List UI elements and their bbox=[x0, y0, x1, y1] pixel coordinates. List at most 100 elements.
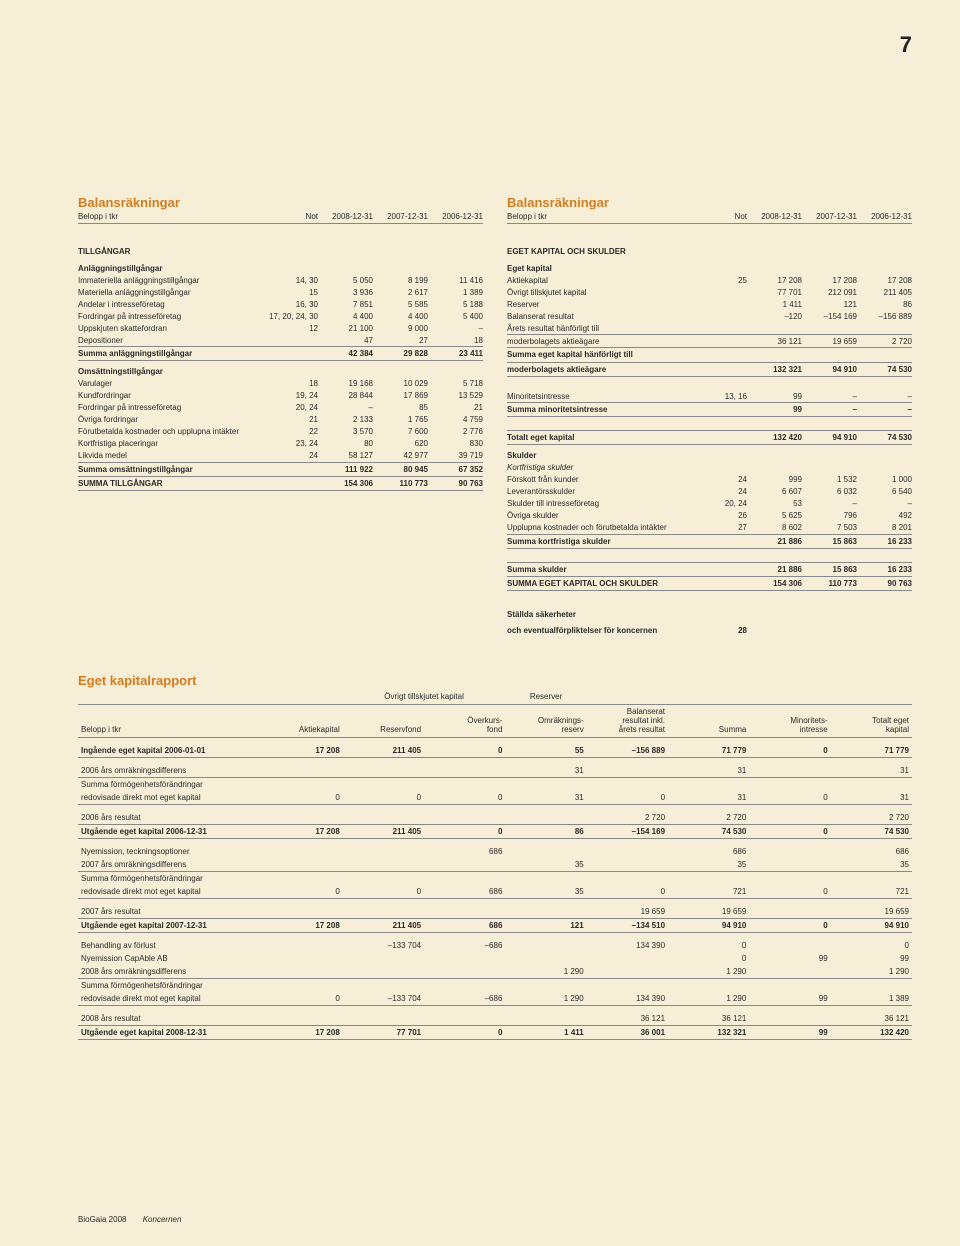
row-value bbox=[747, 322, 802, 335]
row-value: 0 bbox=[261, 992, 342, 1006]
row-value: – bbox=[802, 403, 857, 417]
section-heading: EGET KAPITAL OCH SKULDER bbox=[507, 241, 912, 258]
row-value: 74 530 bbox=[668, 824, 749, 838]
row-value: 39 719 bbox=[428, 450, 483, 463]
row-label: Behandling av förlust bbox=[78, 932, 261, 952]
row-value: 6 540 bbox=[857, 486, 912, 498]
hdr-not: Not bbox=[692, 212, 747, 221]
row-label: SUMMA EGET KAPITAL OCH SKULDER bbox=[507, 576, 692, 590]
row-value bbox=[424, 965, 505, 979]
row-value: –686 bbox=[424, 992, 505, 1006]
row-value: 99 bbox=[831, 952, 912, 965]
table-row: Nyemission CapAble AB09999 bbox=[78, 952, 912, 965]
row-value: 2 133 bbox=[318, 414, 373, 426]
row-value: 36 001 bbox=[587, 1025, 668, 1039]
row-value bbox=[424, 1005, 505, 1025]
row-value bbox=[261, 932, 342, 952]
row-value: 17 208 bbox=[857, 274, 912, 286]
row-value: 686 bbox=[424, 885, 505, 899]
row-label: 2008 års resultat bbox=[78, 1005, 261, 1025]
row-note bbox=[692, 310, 747, 322]
row-label: Övrigt tillskjutet kapital bbox=[507, 286, 692, 298]
left-header: Belopp i tkr Not 2008-12-31 2007-12-31 2… bbox=[78, 212, 483, 224]
row-value: 721 bbox=[668, 885, 749, 899]
section-heading: och eventualförpliktelser för koncernen2… bbox=[507, 620, 912, 637]
row-value: 35 bbox=[505, 885, 586, 899]
row-value: 10 029 bbox=[373, 378, 428, 390]
heading-label: EGET KAPITAL OCH SKULDER bbox=[507, 241, 912, 258]
row-value bbox=[587, 965, 668, 979]
row-value bbox=[343, 978, 424, 992]
table-row: Summa omsättningstillgångar111 92280 945… bbox=[78, 462, 483, 476]
row-value: –686 bbox=[424, 932, 505, 952]
row-value bbox=[505, 952, 586, 965]
row-value: 74 530 bbox=[857, 363, 912, 377]
table-row: Summa skulder21 88615 86316 233 bbox=[507, 562, 912, 576]
table-row: Balanserat resultat–120–154 169–156 889 bbox=[507, 310, 912, 322]
row-value bbox=[668, 777, 749, 791]
row-value: 31 bbox=[831, 791, 912, 805]
row-label: Övriga fordringar bbox=[78, 414, 263, 426]
row-value bbox=[424, 757, 505, 777]
table-row: Övriga fordringar212 1331 7654 759 bbox=[78, 414, 483, 426]
row-label: Skulder till intresseföretag bbox=[507, 498, 692, 510]
row-value bbox=[587, 757, 668, 777]
row-value: 5 050 bbox=[318, 274, 373, 286]
row-note: 15 bbox=[263, 286, 318, 298]
row-value: 74 530 bbox=[831, 824, 912, 838]
row-note: 20, 24 bbox=[263, 402, 318, 414]
right-title: Balansräkningar bbox=[507, 195, 912, 210]
row-label: 2006 års omräkningsdifferens bbox=[78, 757, 261, 777]
row-label: SUMMA TILLGÅNGAR bbox=[78, 476, 263, 490]
row-note: 16, 30 bbox=[263, 298, 318, 310]
row-value: 90 763 bbox=[428, 476, 483, 490]
row-value: –156 889 bbox=[857, 310, 912, 322]
row-label: Aktiekapital bbox=[507, 274, 692, 286]
table-row: Utgående eget kapital 2008-12-3117 20877… bbox=[78, 1025, 912, 1039]
row-label: Summa anläggningstillgångar bbox=[78, 347, 263, 361]
row-value: 134 390 bbox=[587, 992, 668, 1006]
col-header: Överkurs-fond bbox=[424, 704, 505, 737]
row-value: 2 720 bbox=[831, 804, 912, 824]
row-value: 35 bbox=[668, 858, 749, 872]
table-row: Utgående eget kapital 2006-12-3117 20821… bbox=[78, 824, 912, 838]
row-value: – bbox=[857, 390, 912, 403]
row-value: 99 bbox=[747, 403, 802, 417]
row-label: Leverantörsskulder bbox=[507, 486, 692, 498]
row-value bbox=[749, 932, 830, 952]
row-value bbox=[343, 965, 424, 979]
row-value: 31 bbox=[668, 791, 749, 805]
row-value: 90 763 bbox=[857, 576, 912, 590]
row-value: 16 233 bbox=[857, 534, 912, 548]
row-value: 36 121 bbox=[587, 1005, 668, 1025]
row-value: 686 bbox=[668, 838, 749, 858]
row-value: 29 828 bbox=[373, 347, 428, 361]
row-note bbox=[263, 334, 318, 347]
row-label: moderbolagets aktieägare bbox=[507, 363, 692, 377]
row-value: 1 411 bbox=[505, 1025, 586, 1039]
row-value: 17 208 bbox=[261, 737, 342, 757]
row-value: 19 168 bbox=[318, 378, 373, 390]
table-row: 2008 års omräkningsdifferens1 2901 2901 … bbox=[78, 965, 912, 979]
row-label: Utgående eget kapital 2008-12-31 bbox=[78, 1025, 261, 1039]
hdr-c1: 2008-12-31 bbox=[318, 212, 373, 221]
table-row: Varulager1819 16810 0295 718 bbox=[78, 378, 483, 390]
table-row: Övrigt tillskjutet kapital77 701212 0912… bbox=[507, 286, 912, 298]
table-row: Summa minoritetsintresse99–– bbox=[507, 403, 912, 417]
row-value: – bbox=[428, 322, 483, 334]
row-value: 1 389 bbox=[831, 992, 912, 1006]
row-value: 686 bbox=[424, 838, 505, 858]
table-row: Leverantörsskulder246 6076 0326 540 bbox=[507, 486, 912, 498]
table-row: Materiella anläggningstillgångar153 9362… bbox=[78, 286, 483, 298]
row-value bbox=[261, 777, 342, 791]
row-value: 2 720 bbox=[857, 335, 912, 348]
row-label: Förskott från kunder bbox=[507, 474, 692, 486]
row-value: 0 bbox=[668, 932, 749, 952]
row-value: 5 625 bbox=[747, 510, 802, 522]
row-value bbox=[343, 777, 424, 791]
hdr-c3: 2006-12-31 bbox=[857, 212, 912, 221]
table-row: 2007 års omräkningsdifferens353535 bbox=[78, 858, 912, 872]
page-footer: BioGaia 2008 Koncernen bbox=[78, 1215, 181, 1224]
row-note: 24 bbox=[692, 474, 747, 486]
row-value: –154 169 bbox=[802, 310, 857, 322]
